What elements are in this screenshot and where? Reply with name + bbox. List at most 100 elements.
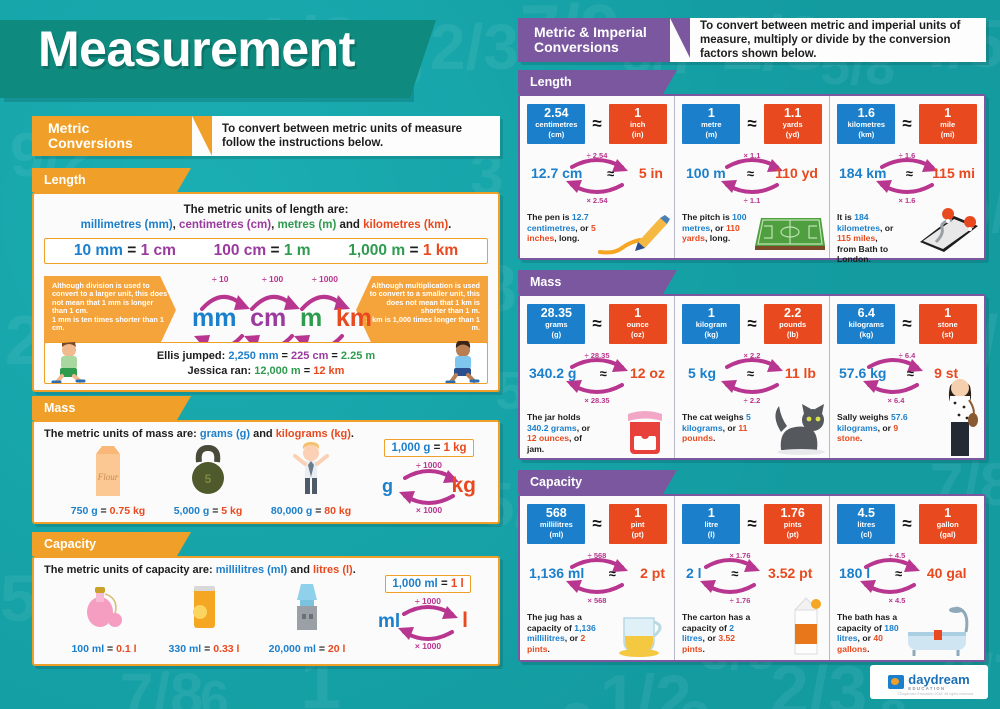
eq3-left: 1,000 m bbox=[348, 242, 406, 259]
approx-symbol: ≈ bbox=[592, 314, 602, 333]
divide-factor: ÷ 2.54 bbox=[586, 151, 608, 160]
metric-unit-box: 1 litre (l) bbox=[682, 504, 741, 544]
metric-value: 1.6 bbox=[857, 106, 876, 120]
metric-value: 1 bbox=[707, 106, 715, 120]
eq1-right: 1 cm bbox=[140, 242, 176, 259]
imperial-value: 2.2 bbox=[783, 306, 802, 320]
imperial-conversions-tab-label: Metric & Imperial Conversions bbox=[534, 24, 647, 55]
panel-imperial-capacity-heading: Capacity bbox=[518, 470, 677, 494]
panel-length-imperial: Length 2.54 centimetres (cm) ≈ 1 inch (i… bbox=[518, 70, 986, 264]
watermark-number: 3 bbox=[680, 690, 710, 709]
metric-unit-box: 1.6 kilometres (km) bbox=[837, 104, 896, 144]
length-unit-mm: millimetres (mm) bbox=[80, 219, 173, 231]
calc-approx: ≈ bbox=[894, 565, 903, 581]
daydream-mark-icon bbox=[888, 675, 905, 689]
conversion-loop-arrows bbox=[566, 158, 628, 194]
panel-capacity-body: The metric units of capacity are: millil… bbox=[32, 556, 500, 666]
divide-factor: ÷ 28.35 bbox=[584, 351, 610, 360]
metric-conversions-text: To convert between metric units of measu… bbox=[192, 116, 500, 156]
cap-metric: 340.2 grams bbox=[527, 422, 577, 433]
imperial-unit: ounce bbox=[626, 320, 649, 329]
imperial-value: 1 bbox=[944, 306, 952, 320]
length-examples-box: Ellis jumped: 2,250 mm = 225 cm = 2.25 m… bbox=[44, 341, 488, 384]
capacity-conversion-chip: 1,000 ml = 1 l bbox=[385, 575, 471, 593]
imperial-unit-box: 1 mile (mi) bbox=[918, 104, 977, 144]
metric-value: 1 bbox=[707, 306, 715, 320]
metric-value: 568 bbox=[545, 506, 567, 520]
capacity-divide-factor: ÷ 1000 bbox=[415, 596, 441, 606]
metric-conversions-tab-label: Metric Conversions bbox=[48, 120, 133, 151]
cat-icon bbox=[775, 404, 825, 455]
imperial-conversions-tab: Metric & Imperial Conversions bbox=[518, 18, 690, 62]
metric-abbr: (ml) bbox=[549, 530, 564, 539]
conversion-loop-arrows bbox=[860, 558, 921, 594]
card-caption: The carton has a capacity of 2 litres, o… bbox=[682, 612, 756, 654]
water-cooler-icon bbox=[297, 584, 317, 630]
approx-symbol: ≈ bbox=[747, 314, 757, 333]
cap-chip-left: 1,000 ml bbox=[392, 578, 438, 590]
calc-metric: 184 km bbox=[839, 165, 887, 181]
cap-i2-from: 330 ml bbox=[168, 643, 202, 655]
length-equations-row: 10 mm = 1 cm 100 cm = 1 m 1,000 m = 1 km bbox=[44, 238, 488, 264]
cap-unit-l: litres (l) bbox=[312, 564, 353, 576]
approx-symbol: ≈ bbox=[747, 114, 757, 133]
man-icon bbox=[293, 442, 329, 494]
cap-metric: 180 litres bbox=[837, 622, 899, 644]
imperial-abbr: (mi) bbox=[940, 130, 955, 139]
cap-mid: , or bbox=[877, 422, 894, 433]
card-caption: Sally weighs 57.6 kilograms, or 9 stone. bbox=[837, 412, 911, 444]
capacity-item-1-label: 100 ml = 0.1 l bbox=[54, 643, 154, 655]
imp-length-heading-label: Length bbox=[530, 75, 572, 89]
capacity-small-unit: ml bbox=[378, 611, 401, 632]
divide-factor: ÷ 1.6 bbox=[898, 151, 916, 160]
imperial-unit: mile bbox=[940, 120, 956, 129]
length-unit-m: metres (m) bbox=[277, 219, 337, 231]
metric-abbr: (kg) bbox=[859, 330, 874, 339]
jug-icon bbox=[619, 617, 662, 657]
cap-metric: 184 kilometres bbox=[837, 212, 880, 233]
cap-metric: 5 kilograms bbox=[682, 412, 751, 433]
football-pitch-icon bbox=[755, 218, 825, 250]
mass-small-unit: g bbox=[382, 476, 393, 496]
cap-i1-to: 0.1 l bbox=[116, 643, 137, 655]
sep-3: and bbox=[336, 219, 364, 231]
conversion-card: 568 millilitres (ml) ≈ 1 pint (pt) ÷ 568 bbox=[520, 496, 674, 660]
conversion-card: 1 metre (m) ≈ 1.1 yards (yd) × 1.1 bbox=[674, 96, 829, 258]
capacity-large-unit: l bbox=[462, 609, 468, 632]
calc-approx: ≈ bbox=[599, 365, 607, 381]
calc-metric: 340.2 g bbox=[529, 365, 577, 381]
ex1-name: Ellis jumped: bbox=[156, 350, 229, 362]
cap-mid: , or bbox=[880, 222, 894, 233]
cap-i1-from: 100 ml bbox=[71, 643, 105, 655]
cap-mid: , or bbox=[576, 422, 591, 433]
panel-mass-metric: Mass The metric units of mass are: grams… bbox=[32, 396, 500, 524]
eq2-left: 100 cm bbox=[213, 242, 267, 259]
calc-imperial: 11 lb bbox=[784, 365, 816, 381]
card-caption: It is 184 kilometres, or 115 miles, from… bbox=[837, 212, 899, 265]
copyright-text: ©Daydream Education 2018. All rights res… bbox=[897, 692, 974, 696]
metric-abbr: (g) bbox=[551, 330, 562, 339]
mass-i1-eq: = bbox=[97, 505, 110, 517]
conversion-loop-arrows bbox=[721, 158, 783, 194]
capacity-item-3-label: 20,000 ml = 20 l bbox=[252, 643, 362, 655]
callout-division: Although division is used to convert to … bbox=[44, 276, 176, 344]
calc-imperial: 110 yd bbox=[775, 165, 818, 181]
boy-running-icon bbox=[51, 342, 86, 383]
cap-end: . bbox=[547, 643, 550, 654]
calc-metric: 2 l bbox=[686, 565, 702, 581]
metric-abbr: (kg) bbox=[704, 330, 719, 339]
imperial-value: 1 bbox=[944, 506, 952, 520]
conversion-loop-arrows bbox=[863, 358, 923, 394]
imperial-unit: inch bbox=[629, 120, 646, 129]
panel-mass-heading: Mass bbox=[32, 396, 191, 420]
length-divide-factor-1: ÷ 10 bbox=[212, 274, 229, 284]
mass-item-1: Flour 750 g = 0.75 kg bbox=[58, 442, 158, 517]
panel-length-metric: Length The metric units of length are: m… bbox=[32, 168, 500, 392]
divide-factor: × 1.1 bbox=[743, 151, 761, 160]
metric-abbr: (km) bbox=[858, 130, 875, 139]
ex2-name: Jessica ran: bbox=[187, 365, 255, 377]
cap-imp: 3.52 pints bbox=[682, 633, 736, 654]
cap-mid: , or bbox=[710, 222, 726, 233]
calc-imperial: 40 gal bbox=[926, 565, 967, 581]
calc-approx: ≈ bbox=[607, 165, 615, 181]
